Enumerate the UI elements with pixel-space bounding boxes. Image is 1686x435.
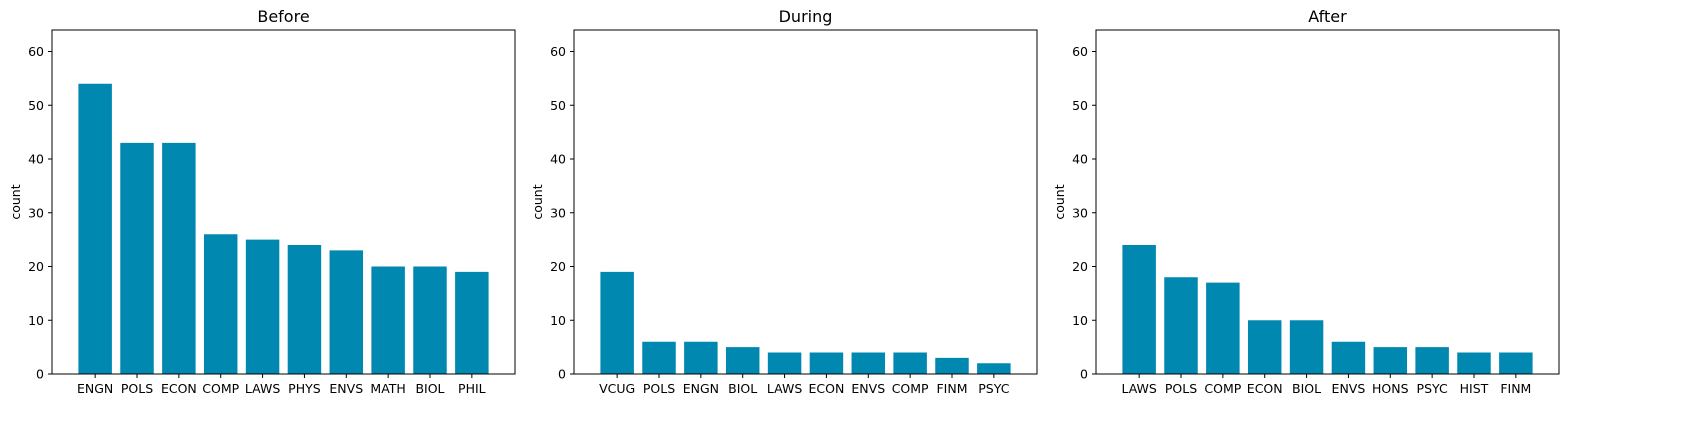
panel-title: Before xyxy=(257,7,309,26)
y-tick-label: 10 xyxy=(550,313,566,328)
panel-title: After xyxy=(1308,7,1347,26)
x-tick-label: HONS xyxy=(1372,381,1409,396)
x-tick-label: COMP xyxy=(202,381,239,396)
bar-econ xyxy=(1247,320,1282,374)
bar-econ xyxy=(809,352,844,374)
y-tick-label: 40 xyxy=(28,152,44,167)
bar-comp xyxy=(893,352,927,374)
x-tick-label: ENVS xyxy=(1332,381,1366,396)
bar-engn xyxy=(78,83,112,374)
x-tick-label: ENGN xyxy=(77,381,113,396)
y-tick-label: 30 xyxy=(1072,205,1088,220)
x-tick-label: BIOL xyxy=(1292,381,1321,396)
x-tick-label: PSYC xyxy=(1417,381,1448,396)
x-tick-label: COMP xyxy=(1204,381,1241,396)
bar-pols xyxy=(1164,277,1198,374)
y-axis-label: count xyxy=(530,184,545,219)
x-tick-label: VCUG xyxy=(599,381,635,396)
bar-math xyxy=(371,266,405,374)
y-axis-label: count xyxy=(8,184,23,219)
x-tick-label: LAWS xyxy=(1121,381,1156,396)
bar-psyc xyxy=(1415,347,1449,374)
bar-engn xyxy=(684,341,718,374)
x-tick-label: BIOL xyxy=(415,381,444,396)
axes-frame xyxy=(1095,29,1560,375)
chart-panel-during: VCUG POLS ENGN BIOL LAWS ECON ENVS COMP FINM PSYC… xyxy=(530,7,1038,396)
x-tick-label: ECON xyxy=(809,381,845,396)
y-tick-label: 40 xyxy=(1072,152,1088,167)
y-tick-label: 0 xyxy=(1080,367,1088,382)
y-tick-label: 50 xyxy=(1072,98,1088,113)
x-tick-label: FINM xyxy=(1500,381,1531,396)
bar-laws xyxy=(1122,245,1156,374)
bar-pols xyxy=(120,142,154,374)
bar-hist xyxy=(1457,352,1491,374)
chart-panels: ENGN POLS ECON COMP LAWS PHYS ENVS MATH BIOL PHIL… xyxy=(8,7,1560,396)
x-tick-label: PHYS xyxy=(288,381,321,396)
x-tick-label: ECON xyxy=(1247,381,1283,396)
x-tick-label: HIST xyxy=(1460,381,1489,396)
bar-finm xyxy=(935,357,969,374)
y-tick-label: 20 xyxy=(1072,259,1088,274)
chart-panel-after: LAWS POLS COMP ECON BIOL ENVS HONS PSYC HIST FINM… xyxy=(1052,7,1560,396)
y-tick-label: 60 xyxy=(28,44,44,59)
bar-biol xyxy=(1289,320,1324,374)
y-tick-label: 50 xyxy=(28,98,44,113)
x-tick-label: COMP xyxy=(892,381,929,396)
bar-envs xyxy=(851,352,886,374)
bar-vcug xyxy=(600,271,634,374)
y-tick-label: 60 xyxy=(550,44,566,59)
panel-title: During xyxy=(779,7,833,26)
x-tick-label: POLS xyxy=(121,381,153,396)
bar-pols xyxy=(642,341,676,374)
bar-biol xyxy=(413,266,447,374)
y-tick-label: 10 xyxy=(28,313,44,328)
bar-phys xyxy=(287,245,322,374)
y-tick-label: 20 xyxy=(550,259,566,274)
x-tick-label: ENVS xyxy=(851,381,885,396)
bar-econ xyxy=(162,142,196,374)
x-tick-label: ENGN xyxy=(683,381,719,396)
bar-envs xyxy=(329,250,364,374)
chart-panel-before: ENGN POLS ECON COMP LAWS PHYS ENVS MATH BIOL PHIL… xyxy=(8,7,516,396)
axes-frame xyxy=(573,29,1038,375)
x-tick-label: PHIL xyxy=(458,381,486,396)
y-tick-label: 30 xyxy=(28,205,44,220)
x-tick-label: MATH xyxy=(370,381,405,396)
y-tick-label: 0 xyxy=(558,367,566,382)
y-tick-label: 10 xyxy=(1072,313,1088,328)
y-tick-label: 20 xyxy=(28,259,44,274)
bar-envs xyxy=(1331,341,1366,374)
x-tick-label: LAWS xyxy=(767,381,802,396)
x-tick-label: POLS xyxy=(1165,381,1197,396)
bar-psyc xyxy=(977,363,1011,374)
bar-finm xyxy=(1499,352,1533,374)
x-tick-label: FINM xyxy=(936,381,967,396)
x-tick-label: ECON xyxy=(161,381,197,396)
bar-hons xyxy=(1373,347,1408,374)
axes-frame xyxy=(51,29,516,375)
y-tick-label: 50 xyxy=(550,98,566,113)
x-tick-label: ENVS xyxy=(329,381,363,396)
x-tick-label: BIOL xyxy=(728,381,757,396)
bar-laws xyxy=(245,239,280,374)
y-axis-label: count xyxy=(1052,184,1067,219)
x-tick-label: PSYC xyxy=(978,381,1009,396)
x-tick-label: POLS xyxy=(643,381,675,396)
bar-phil xyxy=(455,271,489,374)
y-tick-label: 30 xyxy=(550,205,566,220)
bar-comp xyxy=(1206,282,1240,374)
y-tick-label: 60 xyxy=(1072,44,1088,59)
bar-comp xyxy=(203,234,238,374)
x-tick-label: LAWS xyxy=(245,381,280,396)
bar-biol xyxy=(725,347,760,374)
y-tick-label: 0 xyxy=(36,367,44,382)
y-tick-label: 40 xyxy=(550,152,566,167)
bar-laws xyxy=(767,352,802,374)
